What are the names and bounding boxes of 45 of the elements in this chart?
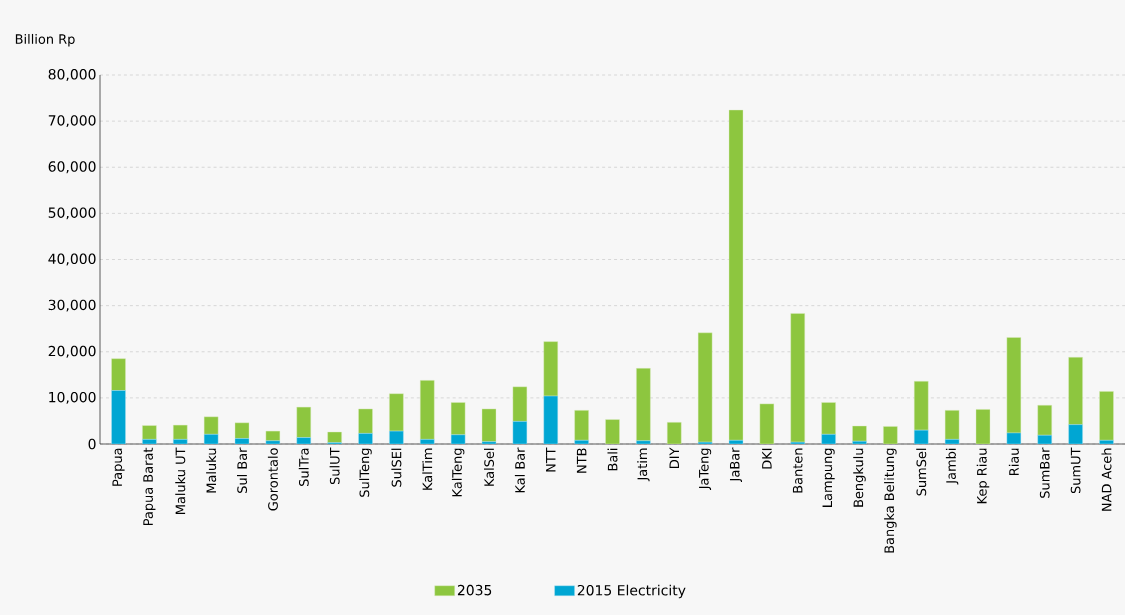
y-tick-label: 10,000	[49, 391, 96, 404]
legend-label: 2035	[457, 584, 492, 596]
x-tick-label: Riau	[1008, 448, 1019, 475]
x-tick-label: SulTra	[298, 448, 309, 486]
x-tick-label: SulTeng	[359, 448, 372, 497]
x-tick-label: SumBar	[1039, 447, 1050, 498]
x-tick-label: Kep Riau	[976, 448, 990, 504]
y-tick-label: 60,000	[48, 161, 96, 174]
y-tick-label: 80,000	[48, 69, 96, 81]
y-tick-label: 0	[88, 438, 96, 450]
x-tick-label: NTT	[546, 447, 556, 472]
x-tick-label: Kal Bar	[514, 447, 525, 493]
y-tick-label: 30,000	[48, 299, 96, 312]
x-tick-label: Bangka Belitung	[884, 448, 897, 553]
x-tick-label: Banten	[792, 448, 803, 493]
x-tick-label: KalTim	[422, 448, 433, 490]
x-tick-label: JaBar	[729, 447, 743, 483]
x-tick-label: Lampung	[822, 448, 835, 507]
x-tick-label: Maluku UT	[175, 447, 186, 514]
x-tick-label: SumSel	[916, 448, 927, 496]
x-tick-label: Sul Bar	[237, 447, 248, 493]
y-tick-label: 50,000	[48, 207, 96, 220]
x-tick-label: Papua	[112, 448, 125, 486]
x-tick-label: DIY	[669, 447, 679, 468]
x-tick-label: Bali	[607, 448, 618, 471]
y-axis-title: Billion Rp	[15, 33, 75, 47]
x-tick-label: Bengkulu	[853, 448, 866, 507]
x-tick-label: NAD Aceh	[1101, 448, 1112, 511]
legend-label: 2015 Electricity	[577, 584, 686, 599]
x-tick-label: SulUT	[329, 447, 340, 485]
x-tick-label: SulSEl	[391, 448, 402, 487]
x-tick-label: Jambi	[945, 448, 959, 485]
x-tick-label: Jatim	[637, 448, 650, 482]
x-tick-label: JaTeng	[699, 448, 712, 491]
y-tick-label: 40,000	[48, 253, 96, 266]
y-tick-label: 20,000	[48, 345, 96, 358]
y-tick-label: 70,000	[48, 115, 96, 128]
x-tick-label: Gorontalo	[267, 448, 278, 511]
x-tick-label: Maluku	[206, 448, 217, 493]
x-tick-label: KalTeng	[451, 448, 465, 497]
x-tick-label: SumUT	[1070, 447, 1081, 494]
x-tick-label: Papua Barat	[143, 447, 156, 526]
x-tick-label: DKI	[762, 448, 772, 469]
x-tick-label: KalSel	[483, 448, 495, 486]
x-tick-label: NTB	[576, 448, 587, 473]
